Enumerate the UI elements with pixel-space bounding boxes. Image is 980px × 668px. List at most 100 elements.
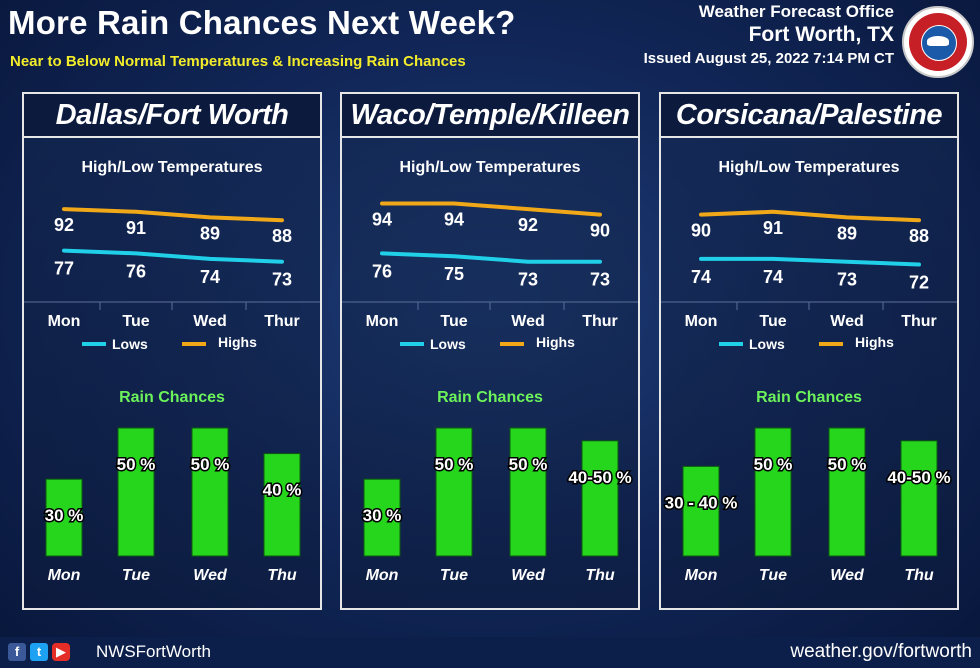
high-temp-label: 90 [691,221,711,241]
rain-bar [117,427,155,557]
day-label: Thur [264,313,300,330]
rain-bar [435,427,473,557]
rain-chart-title: Rain Chances [437,389,543,406]
office-location: Fort Worth, TX [748,23,894,46]
forecast-chart: High/Low Temperatures 92 91 89 88 77 76 74 73 Mon… [24,159,320,584]
legend-lows-label: Lows [430,336,466,352]
rain-day-label: Mon [685,567,718,584]
low-temp-label: 74 [763,267,783,287]
rain-day-label: Tue [122,567,150,584]
legend-lows-label: Lows [112,336,148,352]
facebook-icon[interactable]: f [8,643,26,661]
lows-line [380,251,602,264]
header: More Rain Chances Next Week? Near to Bel… [0,0,980,82]
high-temp-label: 92 [54,215,74,235]
day-label: Wed [511,313,544,330]
rain-bar [509,427,547,557]
panel-waco: Waco/Temple/Killeen High/Low Temperature… [340,92,640,610]
lows-line [699,256,921,267]
highs-line [380,201,602,217]
day-label: Mon [48,313,81,330]
forecast-chart: High/Low Temperatures 90 91 89 88 74 74 73 72 Mon… [661,159,957,584]
highs-line [62,207,284,223]
rain-day-label: Tue [759,567,787,584]
low-temp-label: 73 [518,270,538,290]
rain-bar [45,478,83,557]
panel-title: Dallas/Fort Worth [24,94,320,138]
panel-corsicana: Corsicana/Palestine High/Low Temperature… [659,92,959,610]
office-name: Weather Forecast Office [698,2,894,21]
page-title: More Rain Chances Next Week? [8,4,516,41]
temp-chart-title: High/Low Temperatures [81,159,262,176]
rain-value-label: 50 % [191,455,230,474]
rain-day-label: Thu [267,567,297,584]
high-temp-label: 88 [272,226,292,246]
website-link[interactable]: weather.gov/fortworth [790,641,972,662]
panel-title: Corsicana/Palestine [661,94,957,138]
rain-bar [581,440,619,557]
rain-value-label: 40-50 % [887,468,950,487]
rain-day-label: Wed [511,567,546,584]
rain-value-label: 50 % [117,455,156,474]
rain-day-label: Thu [585,567,615,584]
nws-seal-icon [902,6,974,78]
rain-bar [263,453,301,557]
temp-chart-title: High/Low Temperatures [718,159,899,176]
legend-highs-label: Highs [218,334,257,350]
rain-day-label: Wed [830,567,865,584]
rain-value-label: 30 % [363,506,402,525]
high-temp-label: 94 [444,210,464,230]
rain-value-label: 40-50 % [568,468,631,487]
issued-time: Issued August 25, 2022 7:14 PM CT [643,50,894,67]
high-temp-label: 89 [200,223,220,243]
rain-day-label: Mon [366,567,399,584]
footer: f t ▶ NWSFortWorth weather.gov/fortworth [0,637,980,668]
rain-bar [900,440,938,557]
legend-highs-label: Highs [536,334,575,350]
rain-chart-title: Rain Chances [119,389,225,406]
temp-chart-title: High/Low Temperatures [399,159,580,176]
day-label: Tue [122,313,149,330]
day-label: Tue [759,313,786,330]
rain-bar [191,427,229,557]
low-temp-label: 73 [272,270,292,290]
low-temp-label: 75 [444,264,464,284]
day-label: Mon [685,313,718,330]
low-temp-label: 77 [54,259,74,279]
rain-value-label: 50 % [435,455,474,474]
high-temp-label: 88 [909,226,929,246]
low-temp-label: 73 [590,270,610,290]
rain-value-label: 50 % [828,455,867,474]
low-temp-label: 76 [126,261,146,281]
high-temp-label: 92 [518,215,538,235]
rain-day-label: Thu [904,567,934,584]
rain-chart-title: Rain Chances [756,389,862,406]
panel-dfw: Dallas/Fort Worth High/Low Temperatures 9… [22,92,322,610]
youtube-icon[interactable]: ▶ [52,643,70,661]
day-label: Wed [193,313,226,330]
lows-line [62,248,284,264]
high-temp-label: 89 [837,223,857,243]
legend-highs-label: Highs [855,334,894,350]
panel-title: Waco/Temple/Killeen [342,94,638,138]
twitter-icon[interactable]: t [30,643,48,661]
low-temp-label: 73 [837,270,857,290]
office-info: Weather Forecast Office Fort Worth, TX I… [644,2,894,70]
high-temp-label: 91 [126,218,146,238]
rain-bar [828,427,866,557]
rain-value-label: 30 - 40 % [665,493,738,512]
page-subtitle: Near to Below Normal Temperatures & Incr… [10,53,466,70]
day-label: Wed [830,313,863,330]
seal-bird-icon [927,36,949,46]
forecast-chart: High/Low Temperatures 94 94 92 90 76 75 73 73 Mon… [342,159,638,584]
low-temp-label: 74 [200,267,220,287]
day-label: Thur [582,313,618,330]
highs-line [699,209,921,223]
rain-day-label: Mon [48,567,81,584]
high-temp-label: 94 [372,210,392,230]
rain-bar [754,427,792,557]
high-temp-label: 91 [763,218,783,238]
rain-bar [363,478,401,557]
social-handle[interactable]: NWSFortWorth [96,642,211,661]
high-temp-label: 90 [590,221,610,241]
